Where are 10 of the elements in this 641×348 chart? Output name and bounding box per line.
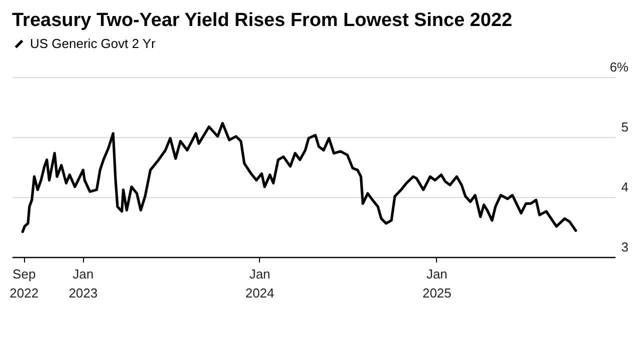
x-tick-label: Jan 2023 (68, 266, 98, 300)
x-tick-label: Sep 2022 (10, 266, 39, 300)
y-tick-label: 3 (621, 240, 628, 254)
chart-title: Treasury Two-Year Yield Rises From Lowest Since 2022 (12, 10, 512, 31)
legend-label: US Generic Govt 2 Yr (30, 36, 156, 51)
y-tick-label: 6% (610, 60, 629, 74)
y-tick-label: 4 (621, 180, 628, 194)
y-tick-label: 5 (621, 120, 628, 134)
x-tick-label: Jan 2025 (422, 266, 452, 300)
x-tick-label: Jan 2024 (245, 266, 274, 300)
